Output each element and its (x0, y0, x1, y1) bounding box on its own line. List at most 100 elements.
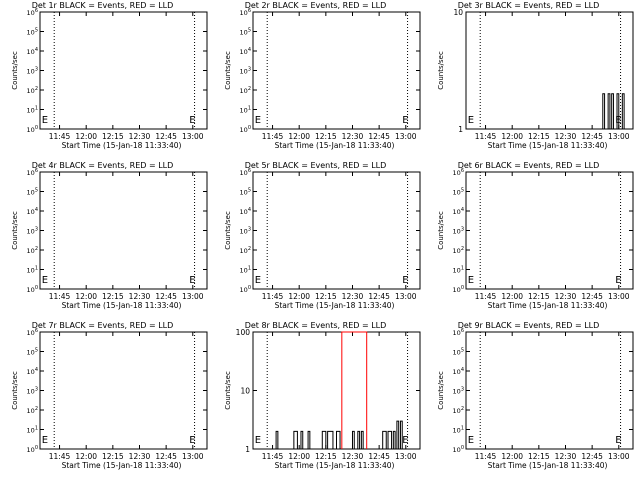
x-tick-label: 12:00 (288, 132, 310, 141)
data-segment (351, 430, 355, 449)
chart-title: Det 9r BLACK = Events, RED = LLD (458, 321, 600, 330)
x-tick-label: 12:00 (501, 452, 523, 461)
plot-frame (252, 171, 421, 290)
x-tick-label: 12:15 (102, 132, 124, 141)
x-tick-label: 12:00 (501, 292, 523, 301)
y-tick-label: 103 (27, 67, 38, 76)
x-axis-label: Start Time (15-Jan-18 11:33:40) (488, 141, 608, 150)
plot-frame (39, 11, 208, 130)
y-axis-label: Counts/sec (11, 211, 19, 250)
data-segment (275, 430, 279, 449)
data-segment (621, 93, 625, 129)
y-tick-label: 102 (453, 406, 464, 415)
x-tick-label: 12:15 (315, 292, 337, 301)
x-tick-label: 12:45 (155, 292, 177, 301)
y-tick-label: 101 (240, 106, 251, 115)
y-tick-label: 102 (453, 246, 464, 255)
y-tick-label: 106 (27, 8, 38, 17)
x-tick-label: 12:45 (155, 132, 177, 141)
marker-glyph: E (615, 275, 621, 286)
x-tick-label: 13:00 (608, 132, 630, 141)
chart-panel: Det 7r BLACK = Events, RED = LLD 11:45 12:… (11, 321, 208, 470)
y-axis-label: Counts/sec (11, 371, 19, 410)
y-tick-label: 104 (27, 47, 38, 56)
chart-title: Det 1r BLACK = Events, RED = LLD (32, 1, 174, 10)
x-axis-label: Start Time (15-Jan-18 11:33:40) (62, 141, 182, 150)
x-tick-label: 11:45 (49, 452, 71, 461)
y-tick-label: 103 (453, 387, 464, 396)
y-tick-label: 103 (27, 227, 38, 236)
x-tick-label: 13:00 (395, 292, 417, 301)
x-axis-label: Start Time (15-Jan-18 11:33:40) (275, 141, 395, 150)
y-tick-label: 101 (27, 426, 38, 435)
x-axis-label: Start Time (15-Jan-18 11:33:40) (275, 461, 395, 470)
x-tick-label: 13:00 (182, 292, 204, 301)
x-axis-label: Start Time (15-Jan-18 11:33:40) (62, 461, 182, 470)
chart-title: Det 8r BLACK = Events, RED = LLD (245, 321, 387, 330)
x-tick-label: 12:00 (288, 452, 310, 461)
x-tick-label: 12:45 (581, 452, 603, 461)
y-tick-label: 100 (240, 285, 251, 294)
marker-glyph: E (255, 275, 261, 286)
y-tick-label: 1 (245, 445, 250, 454)
marker-glyph: E (468, 275, 474, 286)
y-tick-label: 100 (27, 125, 38, 134)
x-tick-label: 12:30 (129, 132, 151, 141)
data-segment (387, 430, 393, 449)
marker-glyph: E (42, 115, 48, 126)
x-axis-label: Start Time (15-Jan-18 11:33:40) (488, 461, 608, 470)
x-tick-label: 13:00 (182, 452, 204, 461)
x-tick-label: 13:00 (395, 452, 417, 461)
marker-glyph: E (468, 115, 474, 126)
x-tick-label: 12:00 (75, 452, 97, 461)
marker-glyph: E (189, 435, 195, 446)
data-segment (616, 93, 620, 129)
x-tick-label: 12:30 (129, 452, 151, 461)
y-tick-label: 104 (240, 47, 251, 56)
x-tick-label: 12:45 (581, 132, 603, 141)
y-tick-label: 100 (240, 125, 251, 134)
marker-glyph: E (189, 275, 195, 286)
x-tick-label: 12:30 (342, 132, 364, 141)
y-tick-label: 1 (458, 125, 463, 134)
x-tick-label: 11:45 (49, 292, 71, 301)
marker-glyph: E (255, 435, 261, 446)
data-segment (607, 93, 611, 129)
y-tick-label: 102 (240, 86, 251, 95)
marker-glyph: E (189, 115, 195, 126)
y-tick-label: 106 (240, 8, 251, 17)
chart-title: Det 7r BLACK = Events, RED = LLD (32, 321, 174, 330)
x-tick-label: 12:15 (102, 452, 124, 461)
x-tick-label: 11:45 (475, 132, 497, 141)
y-tick-label: 104 (27, 207, 38, 216)
x-tick-label: 13:00 (395, 132, 417, 141)
y-tick-label: 100 (453, 285, 464, 294)
data-segment (392, 430, 396, 449)
y-tick-label: 105 (240, 188, 251, 197)
x-tick-label: 12:15 (315, 452, 337, 461)
y-tick-label: 101 (453, 426, 464, 435)
x-tick-label: 11:45 (262, 452, 284, 461)
x-tick-label: 12:15 (102, 292, 124, 301)
x-tick-label: 12:15 (528, 292, 550, 301)
chart-title: Det 5r BLACK = Events, RED = LLD (245, 161, 387, 170)
plot-frame (39, 171, 208, 290)
y-axis-label: Counts/sec (437, 211, 445, 250)
y-axis-label: Counts/sec (437, 51, 445, 90)
y-tick-label: 104 (27, 367, 38, 376)
y-tick-label: 103 (240, 67, 251, 76)
data-segment (382, 430, 387, 449)
chart-panel: Det 5r BLACK = Events, RED = LLD 11:45 12:… (224, 161, 421, 310)
x-tick-label: 12:30 (342, 452, 364, 461)
x-axis-label: Start Time (15-Jan-18 11:33:40) (62, 301, 182, 310)
y-tick-label: 102 (240, 246, 251, 255)
y-tick-label: 106 (453, 168, 464, 177)
x-tick-label: 12:30 (555, 132, 577, 141)
marker-glyph: E (402, 115, 408, 126)
chart-panel: Det 4r BLACK = Events, RED = LLD 11:45 12:… (11, 161, 208, 310)
y-tick-label: 103 (27, 387, 38, 396)
chart-panel: Det 6r BLACK = Events, RED = LLD 11:45 12:… (437, 161, 634, 310)
y-tick-label: 106 (27, 168, 38, 177)
data-segment (396, 420, 400, 449)
